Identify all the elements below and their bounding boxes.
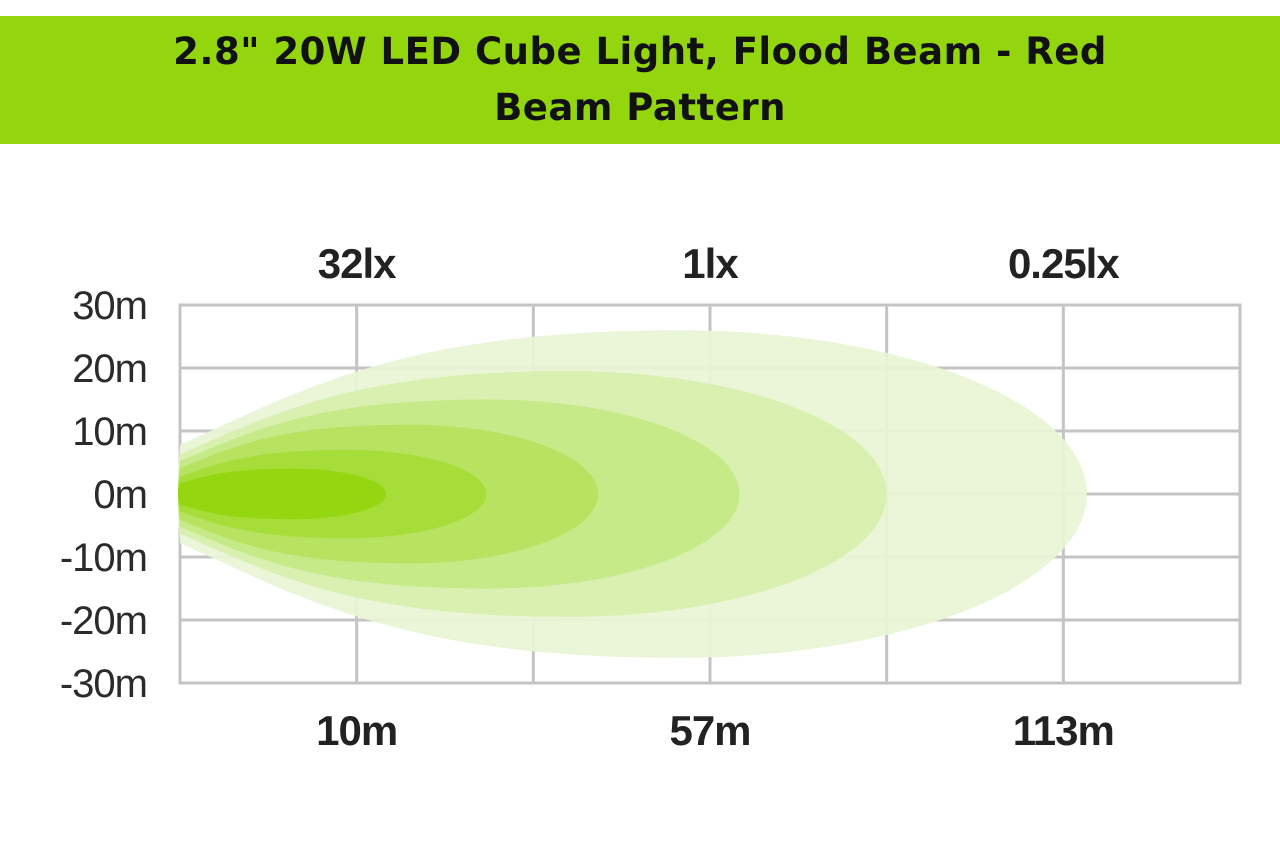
y-tick-label: 0m — [93, 473, 147, 517]
y-tick-label: 10m — [72, 410, 147, 454]
distance-label: 10m — [316, 707, 397, 754]
lux-label: 0.25lx — [1008, 240, 1120, 287]
distance-label: 57m — [669, 707, 750, 754]
chart-title: 2.8" 20W LED Cube Light, Flood Beam - Re… — [173, 30, 1107, 73]
y-tick-label: 30m — [72, 284, 147, 328]
y-tick-label: -10m — [60, 536, 147, 580]
beam-area-6 — [178, 468, 387, 520]
distance-label: 113m — [1013, 707, 1114, 754]
y-tick-label: -30m — [60, 662, 147, 706]
title-banner: 2.8" 20W LED Cube Light, Flood Beam - Re… — [0, 16, 1280, 144]
chart-subtitle: Beam Pattern — [494, 86, 786, 129]
lux-label: 32lx — [318, 240, 397, 287]
y-tick-label: 20m — [72, 347, 147, 391]
y-tick-label: -20m — [60, 599, 147, 643]
lux-label: 1lx — [682, 240, 739, 287]
